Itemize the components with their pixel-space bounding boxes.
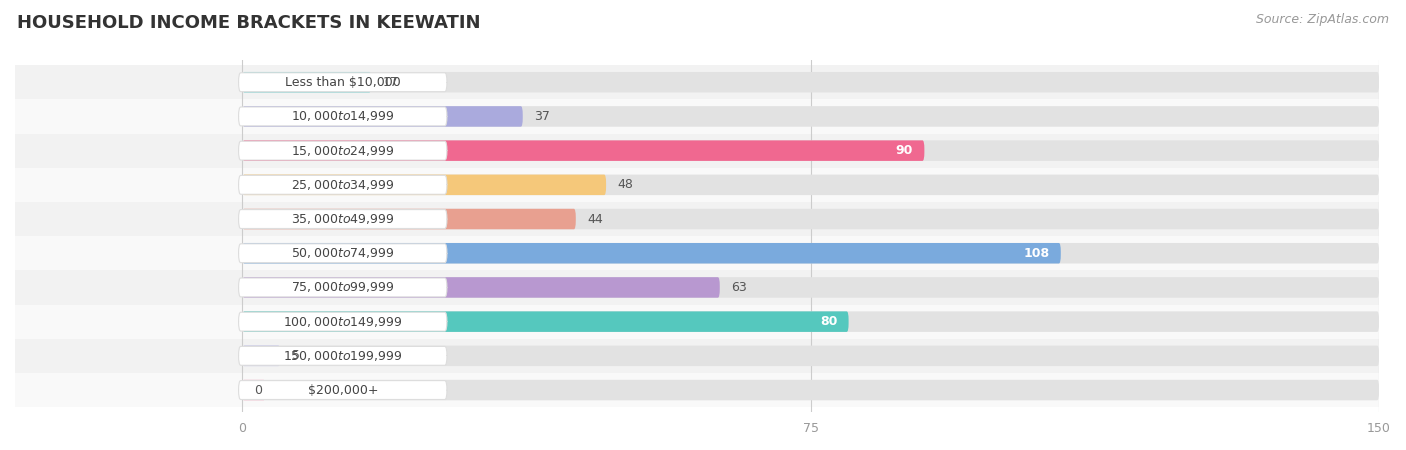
FancyBboxPatch shape — [242, 175, 606, 195]
FancyBboxPatch shape — [242, 277, 1379, 298]
Text: $100,000 to $149,999: $100,000 to $149,999 — [283, 315, 402, 328]
Text: $150,000 to $199,999: $150,000 to $199,999 — [283, 349, 402, 363]
Text: 0: 0 — [253, 383, 262, 396]
Text: 90: 90 — [896, 144, 912, 157]
FancyBboxPatch shape — [15, 236, 1379, 270]
FancyBboxPatch shape — [242, 72, 1379, 93]
FancyBboxPatch shape — [15, 168, 1379, 202]
FancyBboxPatch shape — [239, 278, 447, 297]
FancyBboxPatch shape — [239, 346, 447, 365]
FancyBboxPatch shape — [242, 243, 1379, 264]
Text: 48: 48 — [617, 178, 633, 191]
FancyBboxPatch shape — [15, 65, 1379, 99]
Text: 80: 80 — [820, 315, 837, 328]
Text: $200,000+: $200,000+ — [308, 383, 378, 396]
Text: 63: 63 — [731, 281, 747, 294]
Text: $15,000 to $24,999: $15,000 to $24,999 — [291, 144, 395, 158]
FancyBboxPatch shape — [239, 73, 447, 92]
FancyBboxPatch shape — [15, 99, 1379, 134]
FancyBboxPatch shape — [242, 346, 1379, 366]
FancyBboxPatch shape — [15, 270, 1379, 305]
FancyBboxPatch shape — [15, 305, 1379, 339]
Text: HOUSEHOLD INCOME BRACKETS IN KEEWATIN: HOUSEHOLD INCOME BRACKETS IN KEEWATIN — [17, 14, 481, 32]
FancyBboxPatch shape — [15, 134, 1379, 168]
Text: 37: 37 — [534, 110, 550, 123]
FancyBboxPatch shape — [242, 209, 576, 230]
FancyBboxPatch shape — [242, 311, 849, 332]
FancyBboxPatch shape — [15, 339, 1379, 373]
Text: $50,000 to $74,999: $50,000 to $74,999 — [291, 246, 395, 260]
Text: 5: 5 — [291, 349, 299, 362]
FancyBboxPatch shape — [242, 380, 266, 400]
FancyBboxPatch shape — [242, 209, 1379, 230]
Text: $75,000 to $99,999: $75,000 to $99,999 — [291, 280, 395, 294]
FancyBboxPatch shape — [242, 140, 924, 161]
FancyBboxPatch shape — [239, 176, 447, 194]
FancyBboxPatch shape — [15, 373, 1379, 407]
Text: $10,000 to $14,999: $10,000 to $14,999 — [291, 109, 395, 123]
Text: 17: 17 — [382, 76, 398, 89]
Text: Source: ZipAtlas.com: Source: ZipAtlas.com — [1256, 14, 1389, 27]
FancyBboxPatch shape — [239, 210, 447, 229]
FancyBboxPatch shape — [242, 380, 1379, 400]
FancyBboxPatch shape — [242, 277, 720, 298]
Text: $25,000 to $34,999: $25,000 to $34,999 — [291, 178, 395, 192]
FancyBboxPatch shape — [242, 140, 1379, 161]
FancyBboxPatch shape — [242, 311, 1379, 332]
FancyBboxPatch shape — [239, 312, 447, 331]
FancyBboxPatch shape — [239, 107, 447, 126]
FancyBboxPatch shape — [239, 381, 447, 400]
Text: 44: 44 — [588, 212, 603, 225]
Text: Less than $10,000: Less than $10,000 — [285, 76, 401, 89]
FancyBboxPatch shape — [239, 244, 447, 263]
FancyBboxPatch shape — [242, 243, 1060, 264]
FancyBboxPatch shape — [242, 346, 280, 366]
Text: $35,000 to $49,999: $35,000 to $49,999 — [291, 212, 395, 226]
FancyBboxPatch shape — [242, 106, 1379, 127]
FancyBboxPatch shape — [242, 175, 1379, 195]
FancyBboxPatch shape — [15, 202, 1379, 236]
Text: 108: 108 — [1024, 247, 1049, 260]
FancyBboxPatch shape — [242, 106, 523, 127]
FancyBboxPatch shape — [239, 141, 447, 160]
FancyBboxPatch shape — [242, 72, 371, 93]
